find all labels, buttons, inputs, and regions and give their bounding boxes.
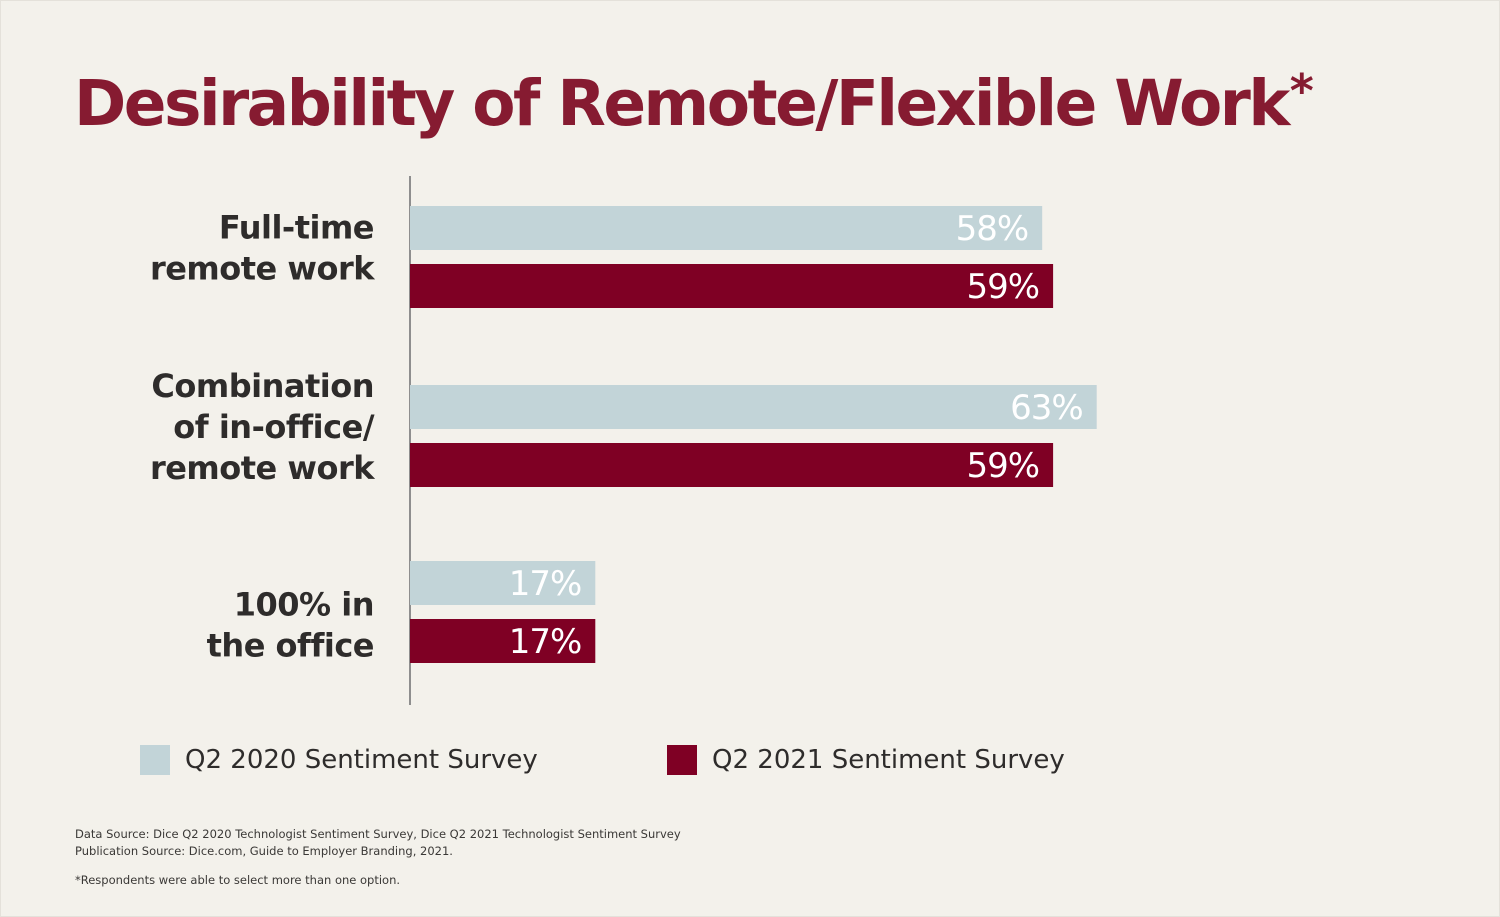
value-label-2020-2: 17% (509, 564, 582, 604)
category-label-line: the office (207, 627, 374, 665)
value-label-2021-1: 59% (967, 446, 1040, 486)
category-label-1: Combination of in-office/remote work (150, 367, 375, 487)
chart-title: Desirability of Remote/Flexible Work* (74, 64, 1314, 140)
value-label-2020-1: 63% (1010, 388, 1083, 428)
bar-2021-0 (410, 264, 1054, 308)
category-label-0: Full-time remote work (150, 209, 375, 288)
value-label-2021-2: 17% (509, 622, 582, 662)
legend-item-2020: Q2 2020 Sentiment Survey (140, 745, 538, 775)
bar-2020-1 (410, 385, 1097, 429)
category-label-line: Full-time (219, 209, 374, 247)
category-label-line: of in-office/ (173, 408, 375, 446)
value-label-2020-0: 58% (956, 209, 1029, 249)
bar-2021-1 (410, 443, 1054, 487)
chart-title-text: Desirability of Remote/Flexible Work (74, 67, 1290, 140)
bar-2020-2 (410, 561, 596, 605)
bar-2021-2 (410, 619, 596, 663)
category-label-line: remote work (150, 250, 375, 288)
asterisk-mark: * (1289, 64, 1314, 118)
category-label-2: 100% in the office (207, 586, 374, 665)
legend-swatch-2020 (140, 745, 170, 775)
value-label-2021-0: 59% (967, 267, 1040, 307)
publication-source-note: Publication Source: Dice.com, Guide to E… (75, 844, 453, 858)
legend-item-2021: Q2 2021 Sentiment Survey (667, 745, 1065, 775)
category-label-line: 100% in (234, 586, 374, 624)
footnotes: Data Source: Dice Q2 2020 Technologist S… (75, 826, 681, 889)
legend-label-2021: Q2 2021 Sentiment Survey (712, 745, 1065, 775)
legend-swatch-2021 (667, 745, 697, 775)
category-label-line: Combination (151, 367, 374, 405)
data-source-note: Data Source: Dice Q2 2020 Technologist S… (75, 827, 681, 841)
asterisk-footnote: *Respondents were able to select more th… (75, 873, 401, 887)
category-label-line: remote work (150, 449, 375, 487)
legend-label-2020: Q2 2020 Sentiment Survey (185, 745, 538, 775)
bar-2020-0 (410, 206, 1043, 250)
